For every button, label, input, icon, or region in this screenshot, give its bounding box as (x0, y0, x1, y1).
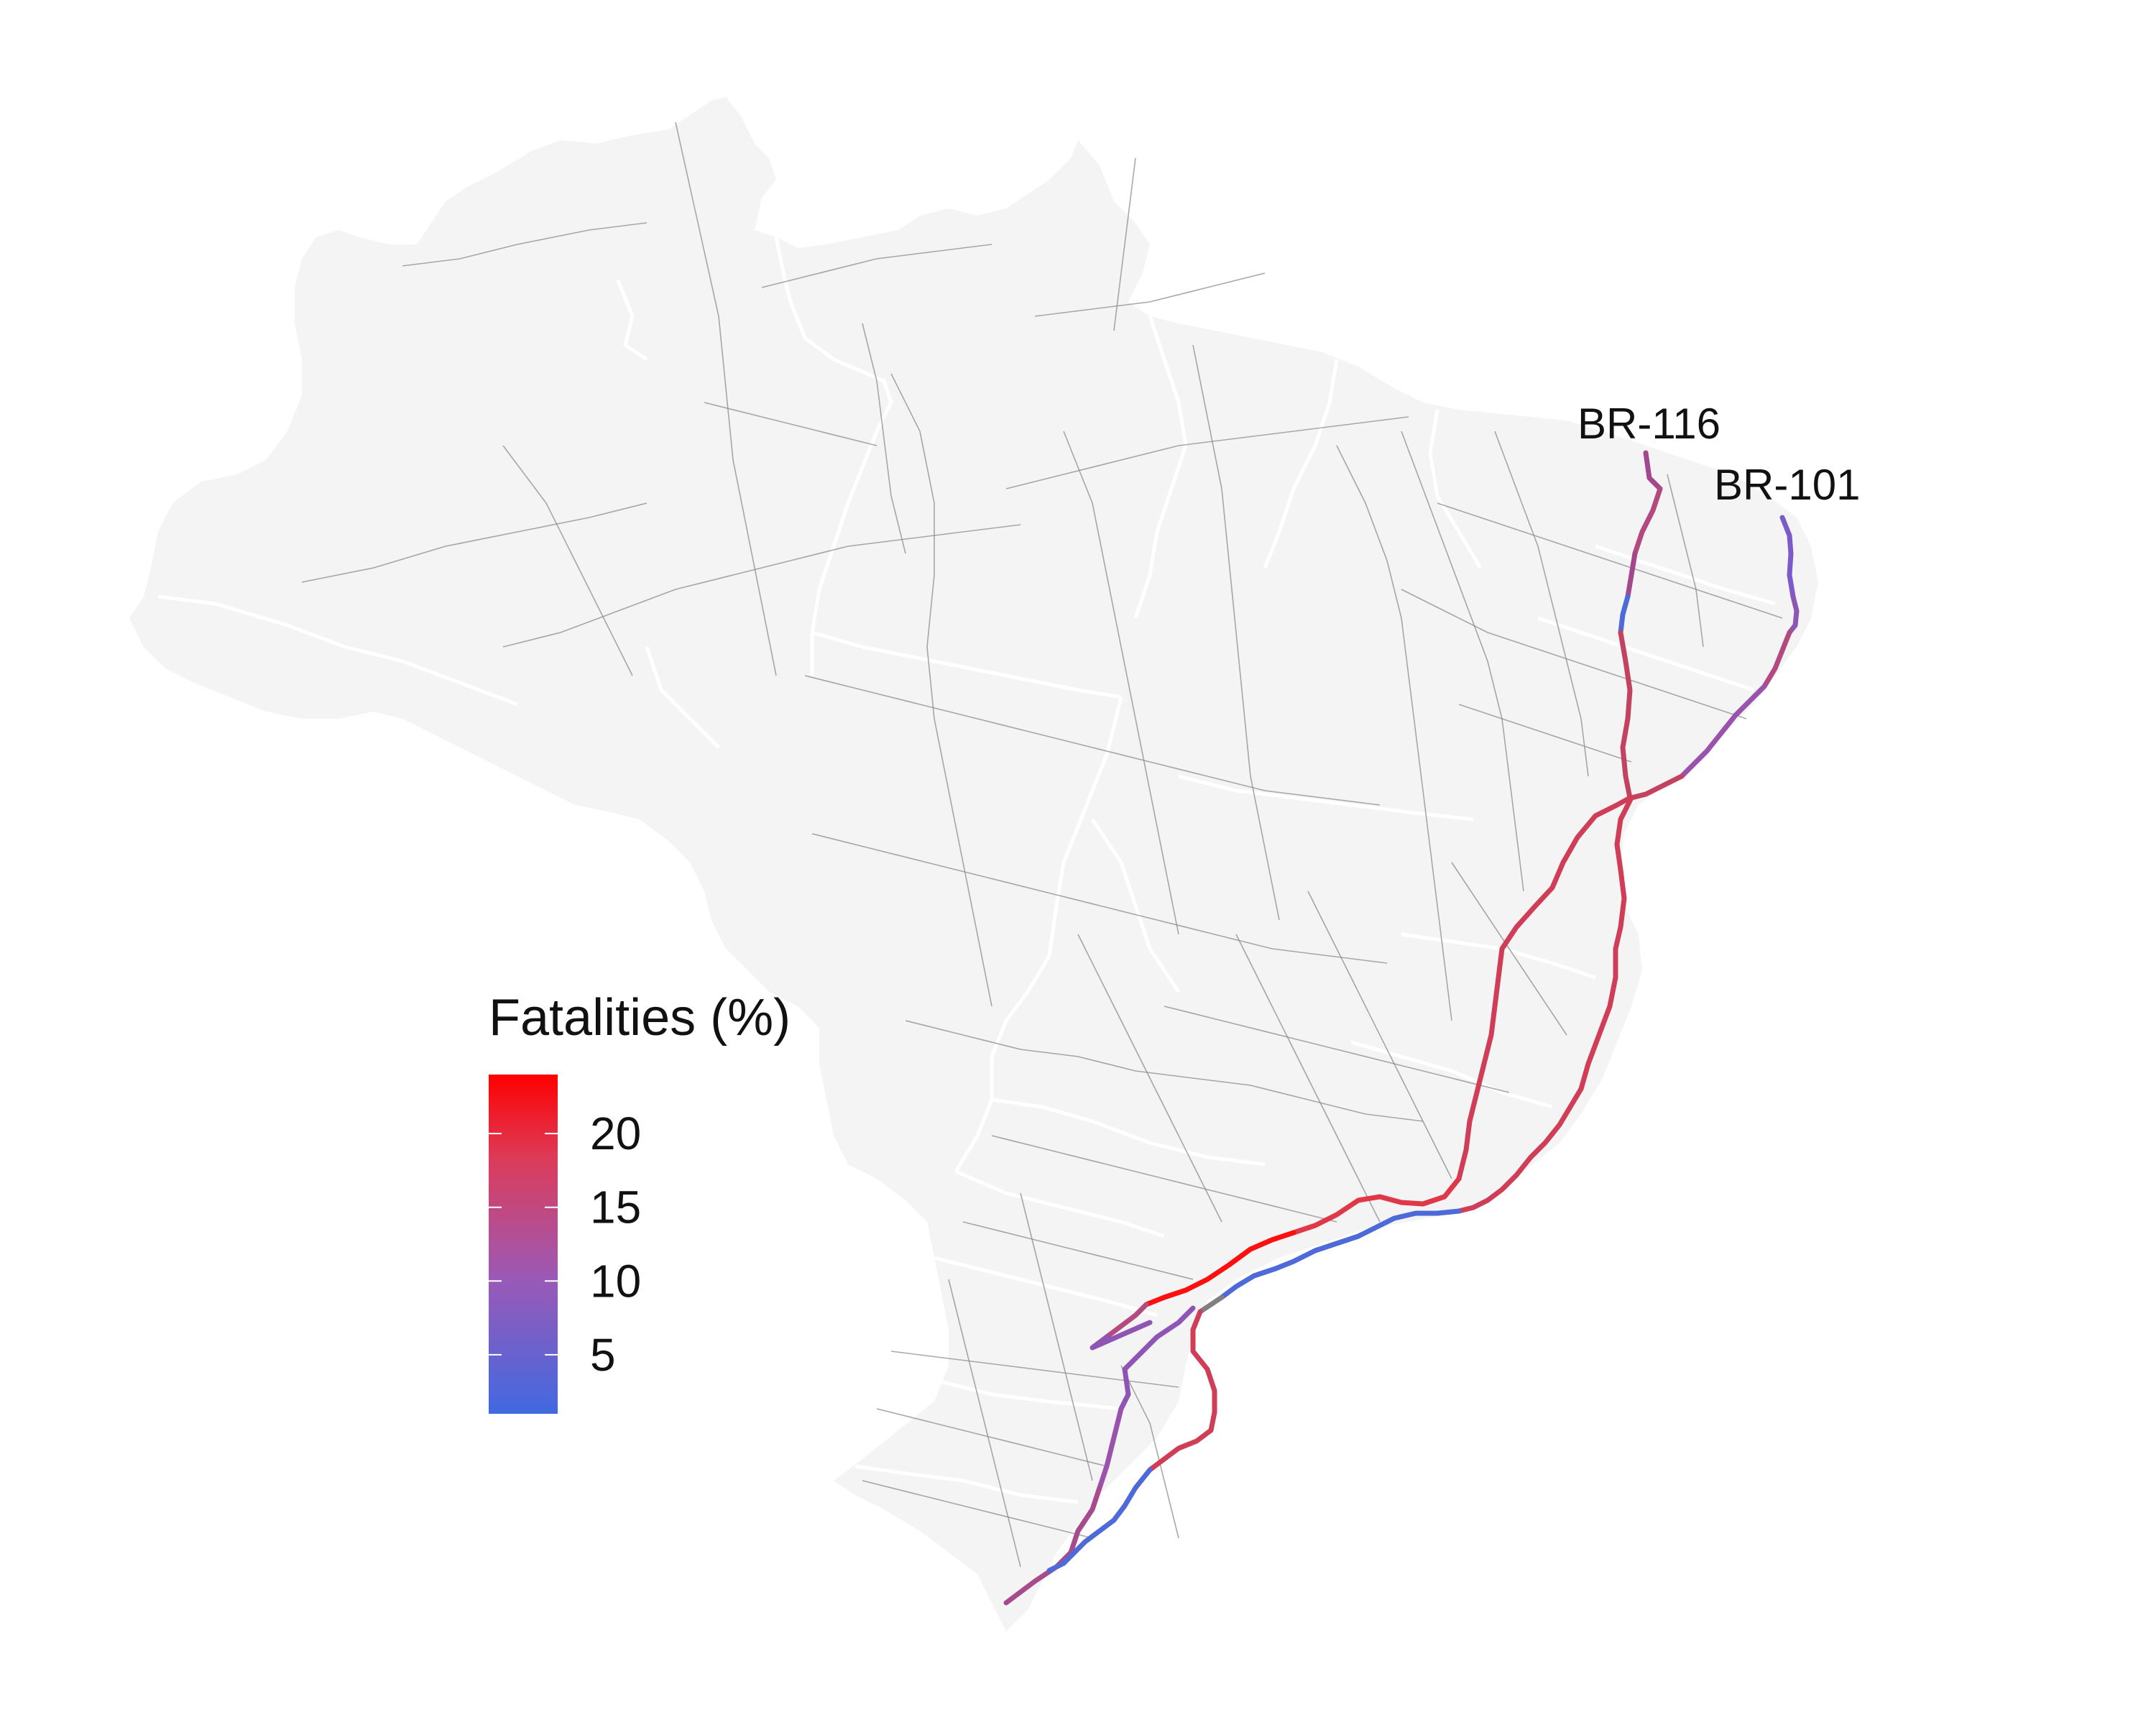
state-borders (157, 236, 1776, 1504)
legend-tick-label: 5 (590, 1329, 616, 1381)
legend-ticks: 20 15 10 5 (489, 1108, 641, 1381)
label-br-116: BR-116 (1577, 400, 1720, 448)
legend-tick-label: 10 (590, 1255, 641, 1307)
legend-title: Fatalities (%) (489, 989, 791, 1046)
legend: Fatalities (%) 20 15 10 5 (489, 989, 791, 1414)
legend-colorbar (489, 1075, 558, 1414)
label-br-101: BR-101 (1714, 461, 1860, 509)
highway-br-101 (1046, 515, 1800, 1573)
legend-tick-label: 15 (590, 1182, 641, 1233)
road-network (301, 121, 1783, 1568)
brazil-landmass (129, 97, 1818, 1632)
legend-tick-label: 20 (590, 1108, 641, 1159)
